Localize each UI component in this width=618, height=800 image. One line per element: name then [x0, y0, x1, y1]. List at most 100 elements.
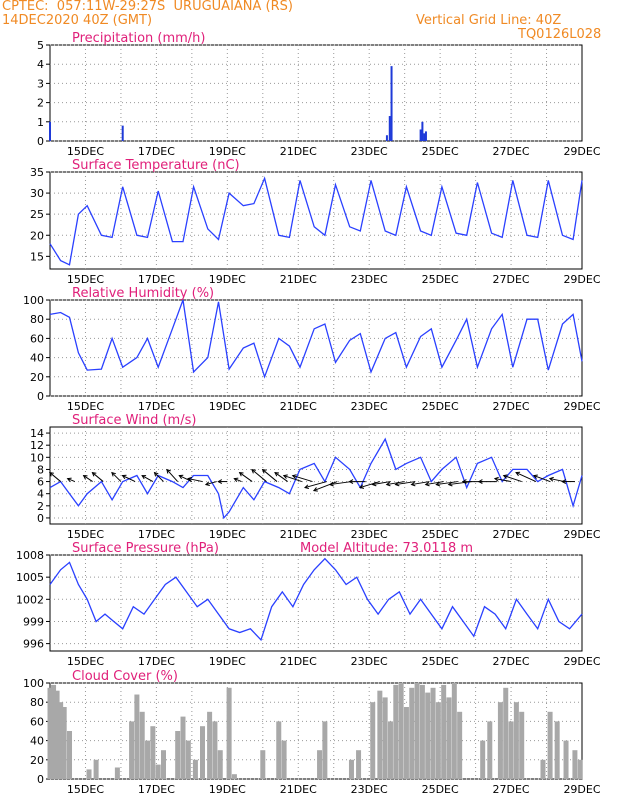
cloud-cover-bar [139, 711, 145, 779]
cloud-cover-bar [212, 721, 218, 779]
y-tick-label: 8 [37, 463, 44, 476]
wind-arrow-shaft [372, 481, 391, 486]
x-tick-label: 15DEC [67, 655, 104, 668]
x-tick-label: 25DEC [422, 528, 459, 541]
wind-arrow-shaft [411, 481, 430, 486]
wind-arrow-shaft [141, 475, 154, 482]
x-tick-label: 19DEC [209, 273, 246, 286]
cloud-cover-bar [572, 750, 578, 779]
wind-arrow-shaft [239, 472, 253, 482]
panel-frame [49, 171, 583, 270]
cloud-cover-bar [155, 764, 161, 779]
wind-arrow-shaft [234, 478, 242, 483]
model-code: TQ0126L028 [518, 27, 602, 42]
x-tick-label: 23DEC [351, 400, 388, 413]
cloud-cover-bar [547, 711, 553, 779]
y-tick-label: 3 [37, 77, 44, 90]
y-tick-label: 1005 [16, 571, 44, 584]
wind-arrow-head [251, 468, 256, 474]
y-tick-label: 5 [37, 39, 44, 52]
precipitation-bar [388, 116, 391, 141]
y-tick-label: 35 [30, 166, 44, 179]
x-tick-label: 17DEC [138, 528, 175, 541]
y-tick-label: 30 [30, 187, 44, 200]
wind-arrow-shaft [313, 481, 338, 492]
cloud-cover-bar [398, 683, 404, 779]
wind-arrow-head [66, 477, 72, 483]
wind-arrow-head [91, 471, 97, 477]
precipitation-bar [49, 121, 51, 141]
panel-title: Precipitation (mm/h) [72, 31, 205, 46]
wind-arrow-head [477, 479, 483, 484]
cloud-cover-bar [508, 721, 514, 779]
wind-arrow-head [238, 472, 244, 477]
precipitation-bar [121, 125, 124, 141]
cloud-cover-bar [513, 702, 519, 779]
wind-arrow-head [328, 481, 334, 487]
wind-arrow-shaft [436, 481, 458, 486]
x-tick-label: 17DEC [138, 655, 175, 668]
x-tick-label: 27DEC [493, 273, 530, 286]
wind-arrow-head [461, 479, 467, 484]
y-tick-label: 2 [37, 97, 44, 110]
y-tick-label: 14 [30, 427, 44, 440]
x-tick-label: 15DEC [67, 528, 104, 541]
x-tick-label: 21DEC [280, 400, 317, 413]
x-tick-label: 19DEC [209, 655, 246, 668]
model-altitude-annotation: Model Altitude: 73.0118 m [300, 541, 473, 556]
y-tick-label: 100 [23, 294, 44, 307]
y-tick-label: 60 [30, 715, 44, 728]
wind-arrow-shaft [83, 475, 93, 482]
x-tick-label: 15DEC [67, 145, 104, 158]
wind-arrow-shaft [188, 478, 203, 483]
wind-arrow-head [424, 481, 430, 487]
cloud-cover-bar [503, 687, 509, 779]
x-tick-label: 25DEC [422, 655, 459, 668]
series-line [49, 557, 583, 642]
wind-arrow-shaft [251, 469, 267, 482]
wind-arrow-head [204, 481, 210, 486]
cloud-cover-bar [317, 750, 323, 779]
wind-arrow-head [178, 474, 184, 480]
wind-arrow-shaft [503, 475, 522, 483]
cloud-cover-bar [414, 683, 420, 779]
y-tick-label: 6 [37, 476, 44, 489]
wind-arrow-head [233, 477, 239, 483]
wind-arrow-head [502, 474, 508, 479]
cloud-cover-bar [175, 731, 181, 779]
series-line [49, 299, 583, 379]
cloud-cover-bar [145, 740, 151, 779]
wind-arrow-head [291, 474, 297, 479]
wind-arrow-shaft [166, 469, 179, 482]
wind-arrow-head [153, 471, 159, 477]
cloud-cover-bar [217, 750, 223, 779]
cloud-cover-bar [519, 711, 525, 779]
wind-arrow-shaft [425, 481, 444, 486]
cloud-cover-bar [192, 759, 198, 779]
y-tick-label: 0 [37, 135, 44, 148]
y-tick-label: 20 [30, 754, 44, 767]
run-date: 14DEC2020 40Z (GMT) [2, 13, 153, 28]
x-tick-label: 29DEC [563, 783, 600, 796]
x-tick-label: 17DEC [138, 273, 175, 286]
wind-arrow-shaft [549, 478, 565, 483]
cloud-cover-bar [377, 690, 383, 779]
x-tick-label: 23DEC [351, 655, 388, 668]
cloud-cover-bar [480, 740, 486, 779]
wind-arrow-shaft [205, 481, 217, 486]
y-tick-label: 0 [37, 773, 44, 786]
cloud-cover-bar [276, 721, 282, 779]
series-line [49, 437, 583, 520]
x-tick-label: 15DEC [67, 783, 104, 796]
wind-arrow-shaft [122, 475, 136, 483]
y-tick-label: 1008 [16, 549, 44, 562]
y-tick-label: 40 [30, 352, 44, 365]
x-tick-label: 27DEC [493, 400, 530, 413]
x-tick-label: 29DEC [563, 145, 600, 158]
precipitation-bar [423, 133, 426, 141]
wind-arrow-head [532, 474, 538, 479]
cloud-cover-bar [58, 702, 64, 779]
cloud-cover-bar [47, 687, 53, 779]
wind-arrow-shaft [494, 478, 512, 483]
cloud-cover-bar [577, 759, 583, 779]
